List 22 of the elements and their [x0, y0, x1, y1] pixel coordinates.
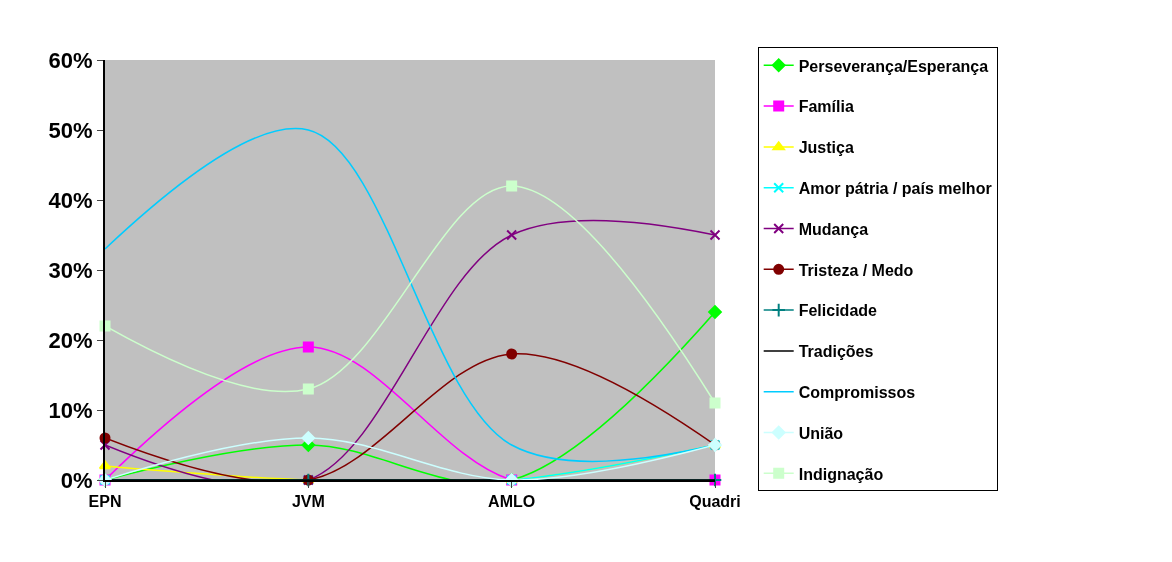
legend-label: Amor pátria / país melhor — [798, 179, 992, 197]
legend-label: União — [798, 424, 844, 442]
legend-label: Justiça — [798, 139, 854, 157]
legend-label: Indignação — [798, 465, 884, 483]
y-tick-label: 40% — [48, 187, 93, 213]
legend-label: Compromissos — [798, 383, 916, 401]
y-tick-label: 20% — [48, 327, 93, 353]
x-tick-label: JVM — [291, 493, 325, 511]
y-tick-label: 60% — [48, 47, 93, 73]
legend-label: Mudança — [798, 220, 869, 238]
y-tick-label: 10% — [48, 397, 93, 423]
legend-label: Tradições — [798, 343, 874, 361]
legend-label: Felicidade — [798, 302, 878, 320]
legend-label: Família — [798, 98, 854, 116]
x-tick-label: AMLO — [488, 493, 536, 511]
x-tick-label: EPN — [88, 493, 122, 511]
x-tick-label: Quadri — [689, 493, 741, 511]
y-tick-label: 50% — [48, 117, 93, 143]
legend-label: Tristeza / Medo — [798, 261, 914, 279]
legend-label: Perseverança/Esperança — [798, 57, 989, 75]
y-tick-label: 0% — [60, 467, 93, 493]
y-tick-label: 30% — [48, 257, 93, 283]
